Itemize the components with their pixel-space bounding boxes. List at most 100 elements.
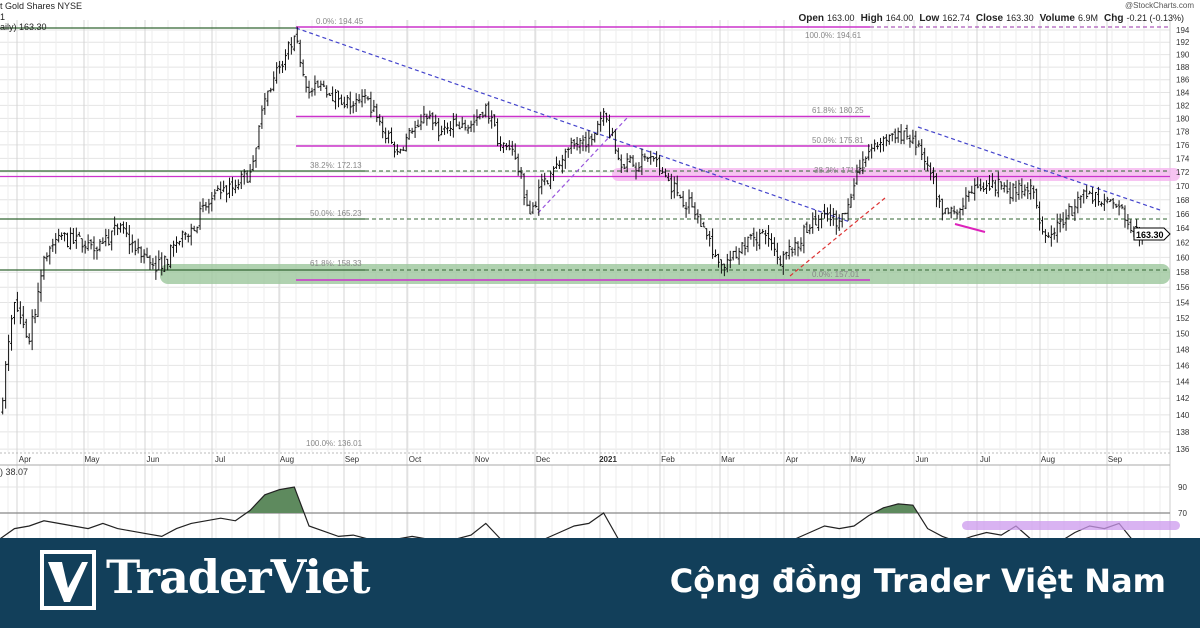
price-bar xyxy=(195,226,199,234)
price-bar xyxy=(242,169,246,185)
price-bar xyxy=(519,167,523,179)
price-bar xyxy=(675,175,679,197)
y-tick-label: 154 xyxy=(1176,298,1190,307)
price-bar xyxy=(457,121,461,130)
y-tick-label: 140 xyxy=(1176,411,1190,420)
price-bar xyxy=(390,127,394,144)
price-bar xyxy=(905,124,909,140)
y-tick-label: 170 xyxy=(1176,182,1190,191)
price-bar xyxy=(593,132,597,143)
logo-text: TraderViet xyxy=(106,550,370,604)
price-bar xyxy=(990,173,994,189)
price-bar xyxy=(940,198,944,221)
price-bar xyxy=(796,241,800,257)
price-bar xyxy=(80,238,84,253)
price-bar xyxy=(169,244,173,269)
price-bar xyxy=(820,212,824,229)
price-bar xyxy=(999,181,1003,190)
price-bar xyxy=(183,231,187,240)
price-bar xyxy=(908,134,912,148)
price-bar xyxy=(401,146,405,151)
price-bar xyxy=(145,247,149,258)
price-bar xyxy=(1076,191,1080,214)
price-bar xyxy=(684,201,688,218)
price-bar xyxy=(543,172,547,186)
price-axis: 136 138 140 142 144 146 148 150 152 154 156 158 160 1… xyxy=(1176,26,1190,454)
price-bar xyxy=(652,156,656,162)
logo-icon xyxy=(40,550,96,610)
price-bar xyxy=(451,113,455,138)
price-bar xyxy=(110,230,114,251)
price-bar xyxy=(752,227,756,247)
price-bar xyxy=(463,119,467,131)
price-bar xyxy=(1061,212,1065,229)
price-bar xyxy=(313,75,317,96)
price-bar xyxy=(769,233,773,251)
price-bar xyxy=(192,225,196,232)
price-bar xyxy=(625,153,629,173)
price-bar xyxy=(104,228,108,247)
price-bar xyxy=(1096,186,1100,206)
price-bar xyxy=(236,179,240,190)
quote-label: Open xyxy=(798,13,825,24)
price-bar xyxy=(731,250,735,261)
x-tick-label: Jun xyxy=(147,455,160,464)
price-bar xyxy=(51,238,55,252)
price-bar xyxy=(66,232,70,248)
price-bar xyxy=(1108,199,1112,203)
price-bar xyxy=(790,247,794,257)
price-bar xyxy=(12,301,16,325)
price-bars xyxy=(1,26,1144,415)
price-bar xyxy=(1029,179,1033,200)
price-bar xyxy=(216,185,220,192)
price-bar xyxy=(201,198,205,213)
price-bar xyxy=(331,86,335,102)
price-bar xyxy=(395,144,399,156)
price-bar xyxy=(858,159,862,175)
price-bar xyxy=(445,122,449,134)
price-bar xyxy=(278,60,282,74)
price-bar xyxy=(681,190,685,208)
price-bar xyxy=(814,209,818,226)
y-tick-label: 186 xyxy=(1176,76,1190,85)
price-bar xyxy=(952,205,956,215)
price-bar xyxy=(802,224,806,254)
price-bar xyxy=(537,179,541,216)
y-tick-label: 178 xyxy=(1176,128,1190,137)
price-bar xyxy=(572,138,576,150)
y-tick-label: 162 xyxy=(1176,239,1190,248)
price-bar xyxy=(269,87,273,93)
price-bar xyxy=(154,255,158,280)
price-bar xyxy=(602,108,606,126)
quote-value: -0.21 (-0.13%) xyxy=(1126,13,1184,23)
price-bar xyxy=(113,216,117,236)
price-bar xyxy=(531,202,535,215)
price-bar xyxy=(316,80,320,88)
price-bar xyxy=(198,201,202,230)
price-bar xyxy=(702,221,706,228)
price-bar xyxy=(996,171,1000,198)
price-bar xyxy=(416,119,420,128)
y-tick-label: 188 xyxy=(1176,63,1190,72)
price-bar xyxy=(1067,203,1071,220)
price-bar xyxy=(1055,213,1059,243)
fib-label: 100.0%: 194.61 xyxy=(805,31,862,40)
price-bar xyxy=(687,189,691,214)
price-bar xyxy=(501,142,505,153)
price-bar xyxy=(469,120,473,132)
price-bar xyxy=(569,137,573,154)
price-bar xyxy=(649,150,653,165)
price-bar xyxy=(554,156,558,169)
price-bar xyxy=(1005,179,1009,194)
x-tick-label: Feb xyxy=(661,455,675,464)
price-bar xyxy=(348,91,352,115)
quote-label: Volume xyxy=(1039,13,1075,24)
price-bar xyxy=(375,103,379,123)
price-bar xyxy=(1114,203,1118,209)
price-bar xyxy=(622,163,626,170)
price-bar xyxy=(289,37,293,55)
price-bar xyxy=(1091,187,1095,204)
price-bar xyxy=(248,164,252,183)
price-bar xyxy=(513,143,517,160)
date-axis: Apr May Jun Jul Aug Sep Oct Nov Dec 2021 Feb Mar Apr… xyxy=(0,452,1170,466)
